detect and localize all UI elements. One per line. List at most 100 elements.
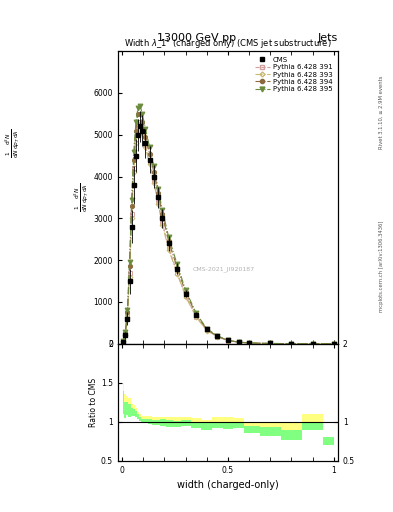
Pythia 6.428 394 [123, 330, 128, 336]
Pythia 6.428 395 [175, 261, 180, 267]
Line: Pythia 6.428 393: Pythia 6.428 393 [121, 122, 336, 346]
Pythia 6.428 391 [125, 311, 130, 317]
Pythia 6.428 394 [134, 127, 138, 134]
Pythia 6.428 393 [123, 332, 128, 338]
Pythia 6.428 395 [166, 234, 171, 240]
Pythia 6.428 394 [160, 211, 165, 217]
Pythia 6.428 393 [194, 314, 198, 320]
Title: Width $\lambda$_1$^1$ (charged only) (CMS jet substructure): Width $\lambda$_1$^1$ (charged only) (CM… [124, 37, 332, 51]
Pythia 6.428 393 [236, 339, 241, 345]
Pythia 6.428 391 [160, 220, 165, 226]
Pythia 6.428 393 [156, 201, 160, 207]
Pythia 6.428 395 [129, 197, 134, 203]
Pythia 6.428 393 [310, 340, 315, 347]
Pythia 6.428 394 [247, 340, 252, 346]
Pythia 6.428 395 [140, 111, 145, 117]
Pythia 6.428 395 [331, 340, 336, 347]
Pythia 6.428 391 [140, 127, 145, 134]
Pythia 6.428 394 [166, 238, 171, 244]
Text: Rivet 3.1.10, ≥ 2.9M events: Rivet 3.1.10, ≥ 2.9M events [379, 76, 384, 150]
Pythia 6.428 391 [152, 178, 156, 184]
Pythia 6.428 394 [175, 265, 180, 271]
Pythia 6.428 394 [331, 340, 336, 347]
Pythia 6.428 395 [289, 340, 294, 347]
Pythia 6.428 395 [226, 337, 230, 343]
Pythia 6.428 395 [147, 144, 152, 151]
Pythia 6.428 391 [134, 136, 138, 142]
Pythia 6.428 393 [175, 270, 180, 276]
Pythia 6.428 394 [215, 333, 220, 339]
Pythia 6.428 393 [134, 140, 138, 146]
Pythia 6.428 395 [136, 104, 140, 111]
Pythia 6.428 391 [289, 340, 294, 347]
Pythia 6.428 394 [183, 289, 188, 295]
Text: mcplots.cern.ch [arXiv:1306.3436]: mcplots.cern.ch [arXiv:1306.3436] [379, 221, 384, 312]
Pythia 6.428 391 [136, 119, 140, 125]
Pythia 6.428 391 [131, 165, 136, 172]
Pythia 6.428 395 [194, 310, 198, 316]
Pythia 6.428 394 [131, 157, 136, 163]
Pythia 6.428 395 [268, 340, 273, 347]
Pythia 6.428 391 [194, 313, 198, 319]
Pythia 6.428 395 [138, 102, 143, 109]
Pythia 6.428 394 [194, 311, 198, 317]
Pythia 6.428 391 [138, 119, 143, 125]
Pythia 6.428 394 [121, 338, 125, 344]
Pythia 6.428 395 [310, 340, 315, 347]
Pythia 6.428 395 [125, 307, 130, 313]
Pythia 6.428 391 [226, 337, 230, 344]
Pythia 6.428 393 [268, 340, 273, 347]
Pythia 6.428 393 [183, 293, 188, 300]
Pythia 6.428 393 [215, 334, 220, 340]
Pythia 6.428 391 [143, 142, 148, 148]
Pythia 6.428 391 [129, 211, 134, 217]
Pythia 6.428 393 [129, 216, 134, 222]
Pythia 6.428 395 [131, 148, 136, 155]
Pythia 6.428 395 [134, 119, 138, 125]
Line: Pythia 6.428 391: Pythia 6.428 391 [121, 120, 336, 346]
Pythia 6.428 393 [136, 123, 140, 130]
Pythia 6.428 395 [156, 186, 160, 192]
Pythia 6.428 394 [310, 340, 315, 347]
Pythia 6.428 393 [289, 340, 294, 347]
Text: CMS-2021_JI920187: CMS-2021_JI920187 [193, 267, 255, 272]
Pythia 6.428 394 [226, 337, 230, 344]
Y-axis label: $\frac{1}{\mathrm{d}N}\frac{\mathrm{d}^2N}{\mathrm{d}p_T\,\mathrm{d}\lambda}$: $\frac{1}{\mathrm{d}N}\frac{\mathrm{d}^2… [73, 183, 91, 212]
Text: $\frac{1}{\mathrm{d}N}\frac{\mathrm{d}^2N}{\mathrm{d}p_T\,\mathrm{d}\lambda}$: $\frac{1}{\mathrm{d}N}\frac{\mathrm{d}^2… [4, 129, 22, 158]
Pythia 6.428 395 [160, 207, 165, 213]
Pythia 6.428 394 [289, 340, 294, 347]
Pythia 6.428 391 [166, 245, 171, 251]
Line: Pythia 6.428 395: Pythia 6.428 395 [121, 103, 336, 346]
Pythia 6.428 394 [143, 134, 148, 140]
Pythia 6.428 395 [236, 339, 241, 345]
Pythia 6.428 391 [310, 340, 315, 347]
Pythia 6.428 391 [175, 270, 180, 276]
Pythia 6.428 393 [125, 313, 130, 319]
Pythia 6.428 393 [131, 169, 136, 176]
Pythia 6.428 393 [121, 338, 125, 345]
Pythia 6.428 391 [204, 327, 209, 333]
Pythia 6.428 391 [123, 331, 128, 337]
Pythia 6.428 395 [127, 259, 132, 265]
Pythia 6.428 393 [226, 337, 230, 344]
Pythia 6.428 394 [140, 119, 145, 125]
Y-axis label: Ratio to CMS: Ratio to CMS [89, 378, 98, 427]
Pythia 6.428 391 [183, 293, 188, 299]
Pythia 6.428 395 [143, 125, 148, 132]
Pythia 6.428 391 [268, 340, 273, 347]
Pythia 6.428 394 [127, 263, 132, 269]
Pythia 6.428 395 [247, 340, 252, 346]
Pythia 6.428 395 [123, 329, 128, 335]
Pythia 6.428 394 [147, 151, 152, 157]
Pythia 6.428 393 [204, 328, 209, 334]
Pythia 6.428 394 [236, 339, 241, 345]
Pythia 6.428 394 [204, 326, 209, 332]
Pythia 6.428 393 [247, 340, 252, 346]
Pythia 6.428 394 [268, 340, 273, 347]
Pythia 6.428 391 [236, 339, 241, 345]
Pythia 6.428 393 [331, 340, 336, 347]
Pythia 6.428 394 [129, 203, 134, 209]
Pythia 6.428 395 [152, 163, 156, 169]
Pythia 6.428 394 [152, 169, 156, 176]
Pythia 6.428 391 [247, 340, 252, 346]
